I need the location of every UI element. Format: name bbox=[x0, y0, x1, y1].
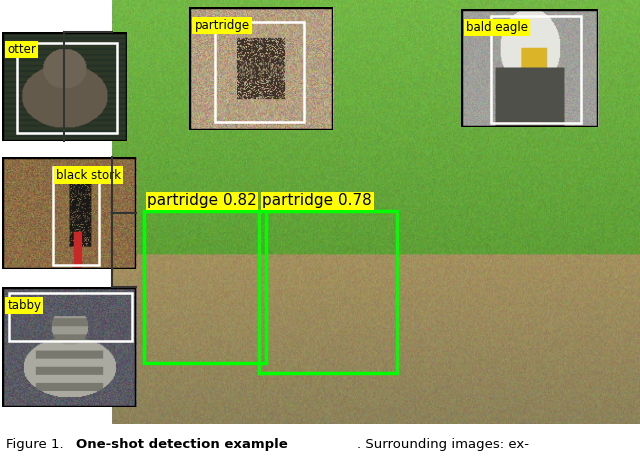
Text: partridge: partridge bbox=[195, 19, 250, 32]
Text: One-shot detection example: One-shot detection example bbox=[76, 438, 287, 451]
Bar bbox=[215, 22, 304, 122]
Text: partridge 0.78: partridge 0.78 bbox=[262, 194, 372, 208]
Bar bbox=[144, 211, 266, 363]
Bar bbox=[53, 168, 99, 265]
Bar bbox=[491, 16, 580, 123]
Text: tabby: tabby bbox=[7, 299, 42, 312]
Text: partridge 0.82: partridge 0.82 bbox=[147, 194, 257, 208]
Bar bbox=[259, 211, 397, 373]
Text: bald eagle: bald eagle bbox=[467, 21, 528, 34]
Text: . Surrounding images: ex-: . Surrounding images: ex- bbox=[357, 438, 529, 451]
Bar bbox=[9, 293, 132, 341]
Text: Figure 1.: Figure 1. bbox=[6, 438, 68, 451]
Text: black stork: black stork bbox=[56, 169, 121, 181]
Bar bbox=[17, 43, 116, 132]
Text: otter: otter bbox=[7, 43, 36, 56]
